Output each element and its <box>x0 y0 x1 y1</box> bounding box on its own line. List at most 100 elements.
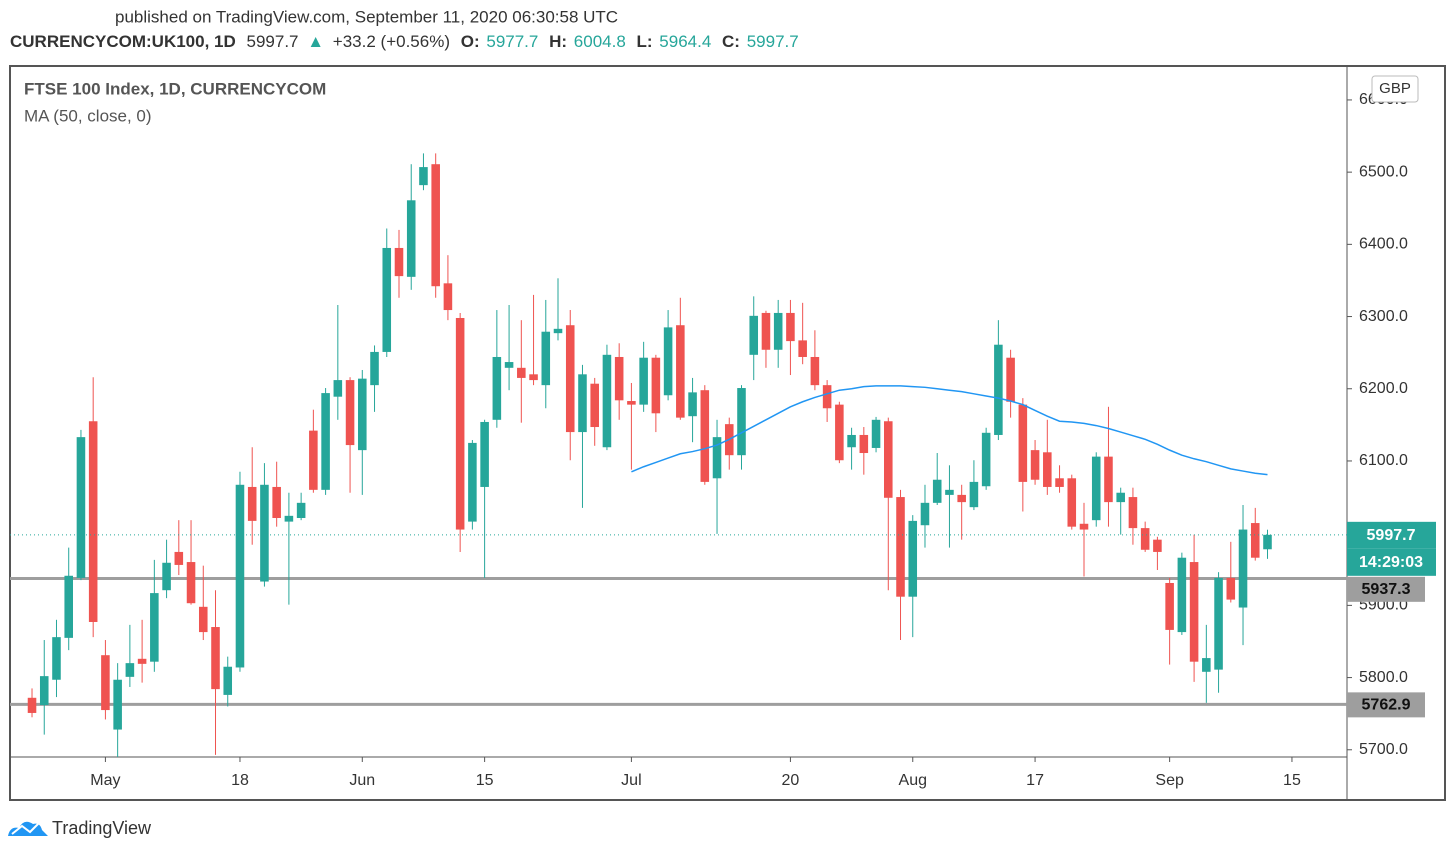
candle-body <box>223 666 233 695</box>
candle-body <box>162 562 171 591</box>
high-value: 6004.8 <box>574 32 626 51</box>
candle-body <box>1250 523 1260 558</box>
logo-mark <box>11 821 41 835</box>
candle-body <box>737 388 746 456</box>
candle-body <box>419 167 428 186</box>
candle-body <box>174 551 184 565</box>
change-arrow: ▲ <box>307 32 324 51</box>
candle-body <box>358 378 367 451</box>
candle-body <box>994 344 1003 435</box>
candle-body <box>137 658 147 664</box>
level-label: 5937.3 <box>1362 581 1411 598</box>
candle-body <box>27 697 37 713</box>
candle-body <box>382 247 392 352</box>
candle-body <box>517 367 526 378</box>
level-label: 5762.9 <box>1362 697 1411 714</box>
candle-body <box>309 430 318 490</box>
candle-body <box>504 362 514 368</box>
low-value: 5964.4 <box>659 32 711 51</box>
last-price: 5997.7 <box>247 32 299 51</box>
logo <box>8 821 48 836</box>
logo-cloud <box>8 821 48 836</box>
brand: TradingView <box>52 818 152 838</box>
x-tick-label: Sep <box>1155 772 1184 789</box>
candle-body <box>700 390 710 482</box>
candle-body <box>1189 562 1199 662</box>
candle-body <box>1238 529 1248 608</box>
candle-body <box>712 437 722 479</box>
y-tick-label: 5800.0 <box>1359 669 1408 686</box>
candle-body <box>150 593 159 662</box>
candle-body <box>1226 577 1236 600</box>
candle-body <box>1079 523 1089 530</box>
plot-area <box>10 153 1347 757</box>
candle-body <box>431 164 440 287</box>
candle-body <box>981 432 991 487</box>
candle-body <box>1018 404 1028 482</box>
candle-body <box>1091 456 1101 521</box>
x-tick-label: Jul <box>621 772 641 789</box>
candle-body <box>859 434 869 454</box>
candle-body <box>945 489 954 495</box>
x-tick-label: 15 <box>476 772 494 789</box>
candle-body <box>529 374 538 381</box>
candle-body <box>798 340 807 357</box>
candle-body <box>1030 450 1040 480</box>
candle-body <box>198 606 208 633</box>
candle-body <box>1116 492 1125 503</box>
candle-body <box>321 393 330 490</box>
y-tick-label: 5700.0 <box>1359 741 1408 758</box>
candle-body <box>76 437 86 578</box>
open-value: 5977.7 <box>486 32 538 51</box>
candle-body <box>1067 478 1077 527</box>
candle-body <box>52 637 61 680</box>
candle-body <box>1006 357 1015 402</box>
change: +33.2 (+0.56%) <box>333 32 450 51</box>
last-price-label: 5997.7 <box>1367 527 1416 544</box>
y-tick-label: 6200.0 <box>1359 380 1408 397</box>
candle-body <box>786 312 795 342</box>
candle-body <box>957 494 966 503</box>
candle-body <box>639 357 648 405</box>
candle-body <box>1140 528 1150 550</box>
candle-body <box>969 481 979 508</box>
candle-body <box>1043 452 1052 487</box>
last-price-box <box>1347 521 1436 549</box>
candle-body <box>284 515 294 522</box>
level-box <box>1347 692 1425 718</box>
candle-body <box>884 421 893 498</box>
y-tick-label: 6500.0 <box>1359 163 1408 180</box>
x-tick-label: 18 <box>231 772 249 789</box>
candle-body <box>590 383 599 428</box>
candle-body <box>749 315 759 355</box>
x-tick-label: Jun <box>349 772 375 789</box>
candle-body <box>1104 456 1113 503</box>
candle-body <box>773 312 783 350</box>
candle-body <box>565 325 575 433</box>
candle-body <box>1177 557 1187 633</box>
x-tick-label: 20 <box>782 772 800 789</box>
candle-body <box>1165 582 1174 630</box>
candle-body <box>64 575 73 638</box>
symbol-line: CURRENCYCOM:UK100, 1D 5997.7 ▲ +33.2 (+0… <box>10 32 799 51</box>
x-tick-label: 15 <box>1283 772 1301 789</box>
candle-body <box>211 627 220 690</box>
candle-body <box>468 442 477 522</box>
published-note: published on TradingView.com, September … <box>115 7 618 26</box>
candle-body <box>186 562 196 604</box>
candle-body <box>480 421 489 487</box>
candle-body <box>1128 497 1138 529</box>
currency-box <box>1371 75 1419 103</box>
candle-body <box>810 356 820 386</box>
candle-body <box>932 479 942 503</box>
low-label: L: <box>637 32 653 51</box>
candle-body <box>296 502 306 519</box>
candle-body <box>663 327 673 396</box>
candle-body <box>235 484 245 668</box>
candle-body <box>651 357 661 414</box>
candle-body <box>920 502 930 526</box>
candle-body <box>688 392 697 417</box>
candle-body <box>455 317 465 530</box>
candle-body <box>761 312 771 350</box>
